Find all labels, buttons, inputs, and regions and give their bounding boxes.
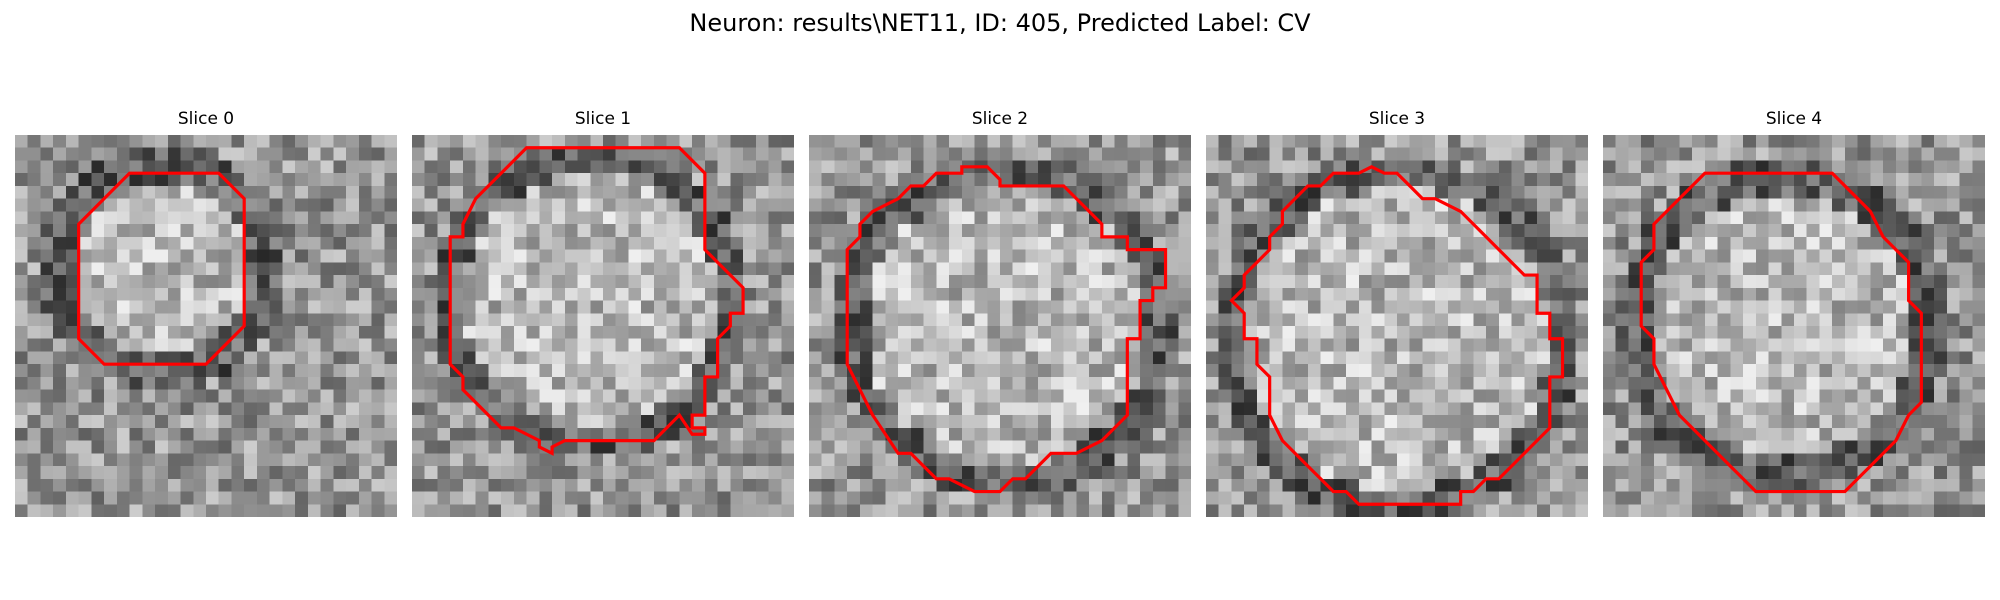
- roi-contour-0: [77, 171, 246, 366]
- slice-title-3: Slice 3: [1368, 109, 1426, 129]
- pixel-grid-4: [1603, 135, 1985, 517]
- roi-contour-2: [845, 165, 1168, 494]
- slice-image-1: [412, 135, 794, 517]
- pixel-grid-3: [1206, 135, 1588, 517]
- slice-image-2: [809, 135, 1191, 517]
- slice-image-3: [1206, 135, 1588, 517]
- slice-panel-2: Slice 2: [809, 108, 1191, 517]
- figure-title: Neuron: results\NET11, ID: 405, Predicte…: [689, 9, 1311, 37]
- slice-panel-0: Slice 0: [15, 108, 397, 517]
- slice-image-0: [15, 135, 397, 517]
- slice-panel-1: Slice 1: [412, 108, 794, 517]
- slice-panel-3: Slice 3: [1206, 108, 1588, 517]
- slice-title-0: Slice 0: [177, 109, 235, 129]
- slice-title-4: Slice 4: [1765, 109, 1823, 129]
- slice-image-4: [1603, 135, 1985, 517]
- roi-contour-3: [1229, 165, 1565, 506]
- slice-title-2: Slice 2: [971, 109, 1029, 129]
- roi-contour-4: [1639, 171, 1923, 494]
- pixel-grid-0: [15, 135, 397, 517]
- slice-panel-4: Slice 4: [1603, 108, 1985, 517]
- slice-title-1: Slice 1: [574, 109, 632, 129]
- roi-contour-1: [448, 146, 745, 456]
- pixel-grid-1: [412, 135, 794, 517]
- pixel-grid-2: [809, 135, 1191, 517]
